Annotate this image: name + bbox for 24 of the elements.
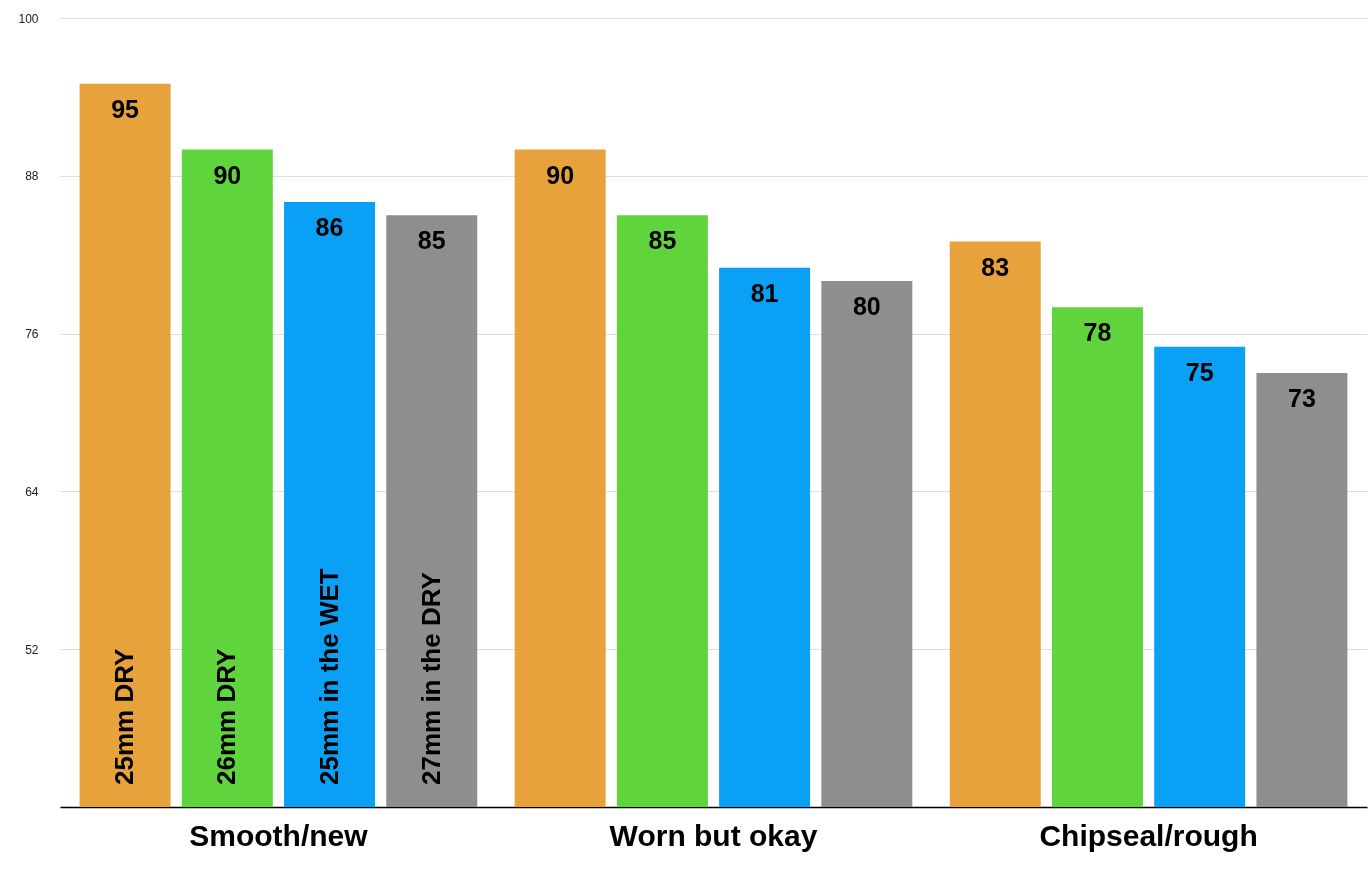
- data-label: 85: [417, 226, 446, 255]
- data-label: 80: [852, 292, 881, 320]
- data-label: 95: [111, 94, 140, 123]
- data-label: 73: [1288, 384, 1316, 413]
- data-label: 85: [648, 226, 677, 255]
- series-label: 25mm DRY: [109, 648, 140, 785]
- data-label: 86: [315, 213, 344, 242]
- y-tick-label: 76: [25, 327, 39, 342]
- series-label: 26mm DRY: [211, 648, 242, 785]
- y-tick-label: 64: [25, 484, 39, 499]
- data-label: 90: [546, 160, 575, 189]
- data-label: 90: [213, 160, 242, 189]
- series-label: 27mm in the DRY: [415, 572, 446, 785]
- data-label: 83: [981, 252, 1010, 281]
- data-label: 75: [1185, 357, 1214, 386]
- x-tick-label: Chipseal/rough: [1039, 818, 1258, 852]
- data-label: 78: [1083, 318, 1112, 347]
- x-tick-label: Smooth/new: [189, 818, 369, 852]
- data-label: 81: [750, 278, 779, 307]
- x-tick-label: Worn but okay: [609, 818, 818, 852]
- y-tick-label: 100: [18, 11, 39, 26]
- y-tick-label: 88: [25, 169, 39, 184]
- y-tick-label: 52: [25, 642, 39, 657]
- series-label: 25mm in the WET: [313, 568, 344, 785]
